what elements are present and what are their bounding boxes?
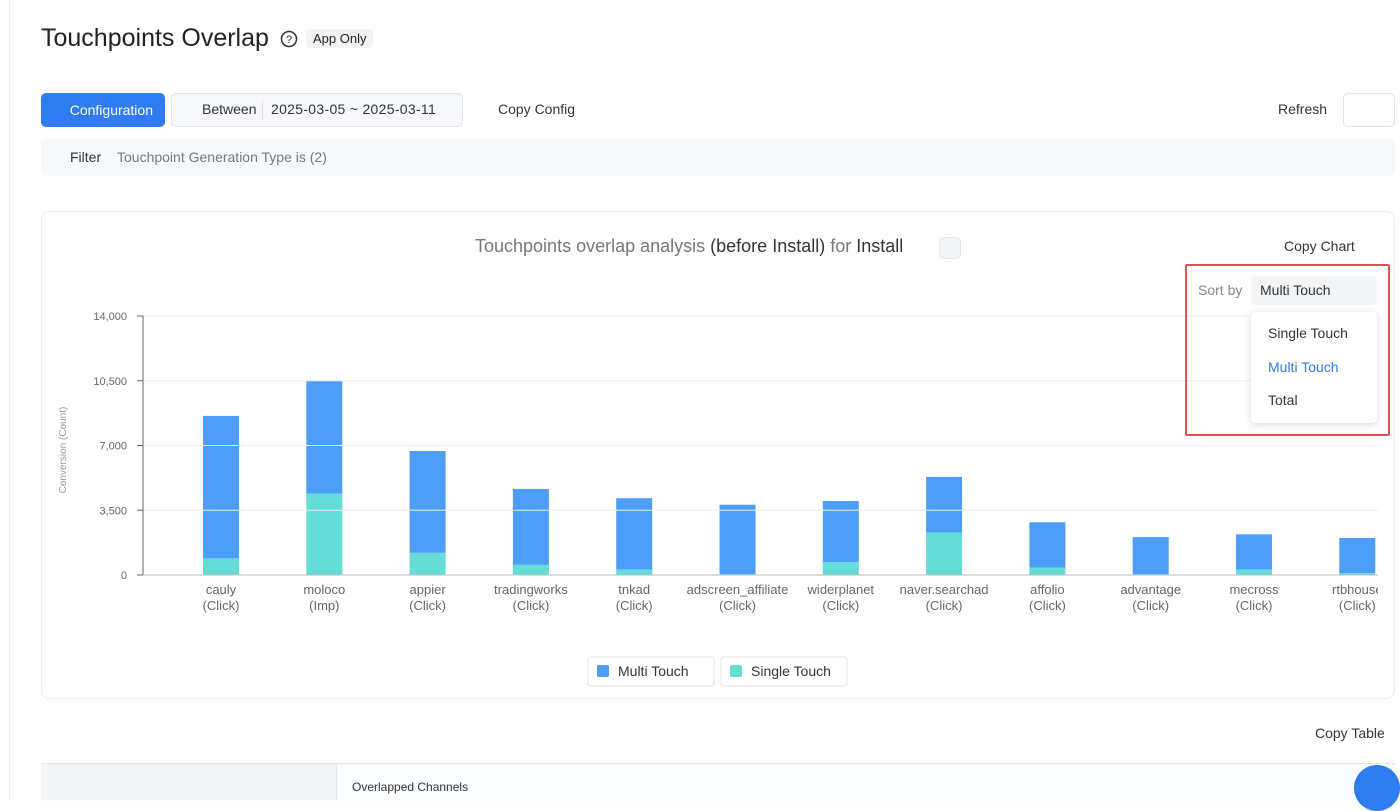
- title-part: Install: [856, 236, 904, 256]
- sort-option[interactable]: Single Touch: [1268, 325, 1348, 341]
- bar-segment: [409, 451, 446, 553]
- x-tick-label: (Click): [512, 598, 549, 613]
- x-tick-label: (Click): [1236, 598, 1273, 613]
- bar-segment: [1339, 573, 1376, 575]
- y-tick-label: 3,500: [99, 505, 127, 517]
- badge: App Only: [306, 29, 374, 48]
- page-title: Touchpoints Overlap: [41, 24, 269, 52]
- copy-chart[interactable]: Copy Chart: [1284, 238, 1355, 254]
- table-corner: [41, 764, 337, 800]
- x-tick-label: (Click): [409, 598, 446, 613]
- bar-segment: [409, 552, 446, 575]
- copy-table[interactable]: Copy Table: [1315, 725, 1385, 741]
- bar-segment: [616, 569, 653, 575]
- x-tick-label: (Click): [719, 598, 756, 613]
- filter-label[interactable]: Filter: [70, 149, 102, 165]
- x-tick-label: rtbhouse: [1332, 582, 1383, 597]
- bar-segment: [719, 504, 756, 575]
- help-fab[interactable]: [1354, 765, 1400, 811]
- x-tick-label: mecross: [1229, 582, 1279, 597]
- sort-menu: [1251, 312, 1377, 423]
- refresh[interactable]: Refresh: [1278, 101, 1328, 117]
- table-column-header: Overlapped Channels: [352, 780, 469, 794]
- chart-panel: [41, 211, 1395, 699]
- legend-label: Multi Touch: [618, 663, 689, 679]
- x-tick-label: affolio: [1030, 582, 1064, 597]
- y-axis-label: Conversion (Count): [58, 407, 69, 494]
- bar-segment: [1236, 534, 1272, 570]
- x-tick-label: (Click): [1029, 598, 1066, 613]
- bar-segment: [1029, 522, 1066, 568]
- sort-select[interactable]: Multi Touch: [1251, 276, 1377, 305]
- y-tick-label: 14,000: [93, 311, 127, 323]
- date-picker[interactable]: [171, 93, 463, 127]
- y-tick-label: 10,500: [93, 376, 127, 388]
- legend-label: Single Touch: [751, 663, 831, 679]
- x-tick-label: moloco: [303, 582, 345, 597]
- x-tick-label: cauly: [206, 582, 237, 597]
- x-tick-label: (Click): [1339, 598, 1376, 613]
- between-label: Between: [202, 101, 257, 117]
- legend-item: [720, 656, 848, 687]
- filter-summary: Touchpoint Generation Type is (2): [117, 149, 327, 165]
- legend-swatch: [730, 665, 742, 677]
- sort-option[interactable]: Multi Touch: [1268, 359, 1339, 375]
- configuration-button[interactable]: Configuration: [41, 93, 165, 127]
- svg-text:?: ?: [286, 34, 292, 46]
- bar-segment: [1339, 538, 1376, 574]
- x-tick-label: (Click): [616, 598, 653, 613]
- bar-segment: [306, 380, 343, 494]
- bar-segment: [616, 498, 653, 570]
- bar-segment: [203, 415, 239, 559]
- x-tick-label: tradingworks: [494, 582, 568, 597]
- x-tick-label: adscreen_affiliate: [687, 582, 789, 597]
- y-tick-label: 0: [121, 570, 127, 582]
- x-tick-label: tnkad: [618, 582, 650, 597]
- bar-segment: [1029, 567, 1066, 575]
- bar-segment: [822, 562, 859, 575]
- x-tick-label: (Click): [1132, 598, 1169, 613]
- legend-item: [587, 656, 715, 687]
- title-part: for: [830, 236, 852, 256]
- copy-config[interactable]: Copy Config: [498, 101, 576, 117]
- sort-option[interactable]: Total: [1268, 392, 1298, 408]
- bar-segment: [512, 564, 549, 575]
- x-tick-label: naver.searchad: [900, 582, 989, 597]
- highlight-box: [1185, 264, 1390, 436]
- x-tick-label: (Click): [822, 598, 859, 613]
- x-tick-label: widerplanet: [807, 582, 875, 597]
- bar-segment: [306, 493, 343, 575]
- download-button[interactable]: [1343, 93, 1395, 127]
- x-tick-label: (Imp): [309, 598, 339, 613]
- x-tick-label: advantage: [1120, 582, 1181, 597]
- sort-label: Sort by: [1198, 282, 1243, 298]
- bar-segment: [203, 558, 239, 575]
- divider: [262, 101, 263, 119]
- title-part: (before Install): [710, 236, 826, 256]
- sidebar-edge: [9, 0, 10, 800]
- date-range: 2025-03-05 ~ 2025-03-11: [271, 101, 437, 117]
- bar-segment: [926, 532, 963, 575]
- bar-segment: [1132, 537, 1169, 575]
- bar-segment: [822, 501, 859, 563]
- help-icon[interactable]: ?: [280, 30, 298, 48]
- x-tick-label: (Click): [203, 598, 240, 613]
- x-tick-label: appier: [410, 582, 447, 597]
- bar-segment: [1236, 569, 1272, 575]
- y-tick-label: 7,000: [99, 441, 127, 453]
- bar-segment: [926, 476, 963, 533]
- filter-bar[interactable]: [41, 139, 1395, 176]
- chart-title: Touchpoints overlap analysis (before Ins…: [475, 236, 903, 257]
- x-tick-label: (Click): [926, 598, 963, 613]
- title-part: Touchpoints overlap analysis: [475, 236, 706, 256]
- title-dropdown[interactable]: [939, 237, 961, 259]
- bar-segment: [512, 488, 549, 565]
- legend-swatch: [597, 665, 609, 677]
